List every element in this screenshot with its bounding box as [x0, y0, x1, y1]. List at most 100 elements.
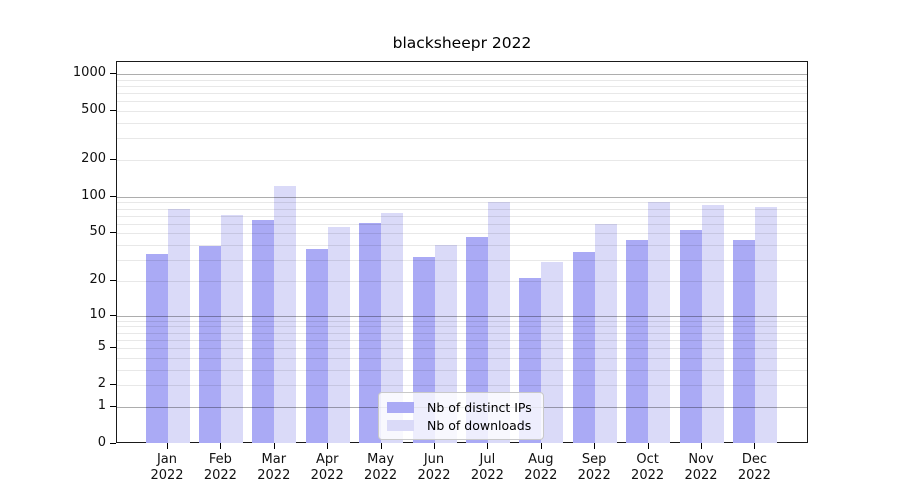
gridline-major-10 [117, 315, 807, 317]
gridline-major-100 [117, 196, 807, 198]
grid-layer [117, 62, 807, 442]
y-tick-label-1000: 1000 [72, 65, 106, 80]
y-tick-100 [110, 195, 116, 197]
x-tick-month: Apr [315, 452, 339, 467]
y-tick-label-20: 20 [89, 271, 106, 287]
bar-ips-nov [679, 230, 702, 443]
bar-downloads-aug [541, 261, 564, 443]
gridline-major-1000 [117, 74, 807, 75]
gridline-minor-5 [117, 348, 807, 350]
x-tick-label-sep: Sep 2022 [562, 452, 626, 484]
gridline-minor-600 [117, 101, 807, 103]
x-tick-jun [434, 443, 435, 449]
x-tick-month: Dec [741, 452, 767, 467]
x-tick-aug [540, 443, 542, 449]
x-tick-label-nov: Nov 2022 [669, 452, 733, 484]
gridline-minor-9 [117, 320, 807, 322]
x-tick-month: Aug [528, 452, 554, 467]
gridline-minor-700 [117, 93, 807, 95]
y-tick-200 [110, 158, 116, 160]
legend-swatch-ips [387, 401, 414, 413]
y-tick-1000 [110, 73, 116, 74]
y-tick-500 [110, 110, 116, 112]
y-tick-label-2: 2 [97, 376, 106, 392]
x-tick-label-mar: Mar 2022 [242, 452, 306, 484]
y-tick-0 [110, 443, 116, 444]
gridline-minor-4 [117, 357, 807, 359]
x-tick-label-jul: Jul 2022 [455, 452, 519, 484]
bar-ips-dec [732, 240, 755, 443]
x-tick-dec [754, 443, 756, 449]
x-tick-label-oct: Oct 2022 [616, 452, 680, 484]
x-tick-year: 2022 [257, 468, 291, 483]
bar-ips-sep [572, 252, 595, 443]
gridline-minor-3 [117, 369, 807, 371]
x-tick-mar [273, 443, 275, 449]
x-tick-year: 2022 [631, 468, 665, 483]
x-tick-label-feb: Feb 2022 [188, 452, 252, 484]
legend-label-ips: Nb of distinct IPs [427, 399, 532, 415]
gridline-minor-70 [117, 215, 807, 217]
x-tick-month: Jul [479, 452, 496, 467]
bar-ips-apr [305, 249, 328, 443]
x-tick-year: 2022 [310, 468, 344, 483]
gridline-minor-2 [117, 385, 807, 387]
legend-row-ips: Nb of distinct IPs [387, 398, 535, 416]
x-tick-year: 2022 [684, 468, 718, 483]
bar-downloads-dec [754, 206, 777, 443]
y-tick-50 [110, 232, 116, 234]
y-tick-1 [110, 405, 116, 407]
gridline-minor-300 [117, 138, 807, 140]
x-tick-year: 2022 [364, 468, 398, 483]
gridline-minor-400 [117, 122, 807, 124]
x-tick-may [380, 443, 382, 449]
legend-row-downloads: Nb of downloads [387, 416, 535, 434]
bar-ips-oct [626, 240, 649, 443]
bar-ips-jan [145, 253, 168, 443]
gridline-minor-20 [117, 280, 807, 282]
x-tick-label-jun: Jun 2022 [402, 452, 466, 484]
x-tick-month: Nov [688, 452, 714, 467]
gridline-minor-6 [117, 339, 807, 341]
x-tick-label-aug: Aug 2022 [509, 452, 573, 484]
x-tick-month: Jan [156, 452, 178, 467]
x-tick-nov [701, 443, 702, 449]
y-tick-5 [110, 347, 116, 349]
x-tick-feb [220, 443, 222, 449]
x-tick-label-may: May 2022 [349, 452, 413, 484]
x-tick-month: Sep [581, 452, 607, 467]
x-tick-label-dec: Dec 2022 [722, 452, 786, 484]
x-tick-year: 2022 [150, 468, 184, 483]
y-tick-label-200: 200 [81, 150, 106, 166]
y-tick-20 [110, 279, 116, 281]
bars-layer [117, 62, 807, 443]
bar-downloads-sep [594, 223, 617, 443]
plot-area: Nb of distinct IPs Nb of downloads [116, 61, 808, 443]
y-tick-label-1: 1 [97, 397, 106, 413]
gridline-minor-90 [117, 202, 807, 204]
x-tick-jan [167, 443, 168, 449]
bar-downloads-jan [167, 208, 190, 443]
y-tick-2 [110, 384, 116, 386]
x-tick-label-apr: Apr 2022 [295, 452, 359, 484]
y-tick-label-500: 500 [81, 102, 106, 118]
gridline-minor-60 [117, 223, 807, 225]
x-tick-label-jan: Jan 2022 [135, 452, 199, 484]
x-tick-month: Feb [208, 452, 232, 467]
gridline-minor-200 [117, 159, 807, 161]
y-tick-label-100: 100 [81, 187, 106, 203]
x-tick-year: 2022 [203, 468, 237, 483]
legend-label-downloads: Nb of downloads [427, 417, 532, 433]
gridline-minor-800 [117, 85, 807, 87]
x-tick-year: 2022 [737, 468, 771, 483]
y-tick-10 [110, 314, 116, 316]
x-tick-month: Mar [261, 452, 287, 467]
legend-swatch-downloads [387, 419, 414, 431]
bar-downloads-nov [701, 204, 724, 443]
x-tick-oct [647, 443, 649, 449]
gridline-minor-500 [117, 111, 807, 113]
x-tick-apr [327, 443, 329, 449]
y-tick-label-0: 0 [97, 435, 106, 450]
chart-title: blacksheepr 2022 [392, 34, 532, 52]
